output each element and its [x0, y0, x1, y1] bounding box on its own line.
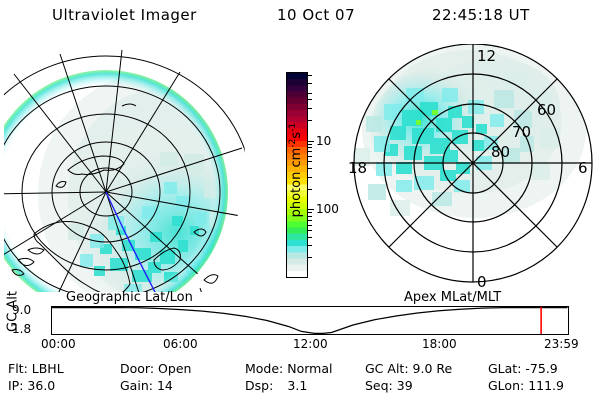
colorbar-minor-tick [308, 167, 312, 169]
colorbar-minor-tick [308, 119, 312, 121]
geographic-graticule [4, 49, 246, 292]
colorbar-minor-tick [308, 257, 312, 259]
seq-label: Seq: [365, 378, 393, 393]
colorbar-tick-100 [308, 140, 314, 142]
observation-time: 22:45:18 UT [432, 6, 530, 24]
colorbar-minor-tick [308, 230, 312, 231]
mlt-mlat-labels: 12 18 6 0 60 70 80 [348, 47, 588, 291]
seq-value: 39 [396, 378, 413, 393]
gain-status: Gain: 14 [120, 379, 173, 393]
colorbar-minor-tick [308, 107, 312, 109]
geographic-image-panel [4, 44, 262, 292]
altitude-plot-box [51, 306, 569, 335]
colorbar-minor-tick [308, 161, 312, 163]
colorbar-gradient-box [286, 72, 308, 278]
colorbar-minor-tick [308, 82, 312, 84]
glon-value: 111.9 [528, 378, 564, 393]
glat-value: -75.9 [525, 361, 558, 376]
colorbar-minor-tick [308, 75, 312, 77]
antarctic-coastline [11, 103, 219, 292]
mlt-label-18: 18 [348, 159, 367, 177]
colorbar-minor-tick [308, 99, 312, 101]
cbar-title-sup1: -2 [287, 138, 298, 148]
altitude-ytick-top: 9.0 [12, 303, 32, 317]
dsp-value: 3.1 [287, 378, 308, 393]
mlat-label-60: 60 [537, 101, 556, 119]
cbar-title-mid: s [289, 131, 305, 139]
cbar-title-main: photon cm [289, 147, 305, 218]
filter-label: Flt: [8, 361, 28, 376]
colorbar-tick-10 [308, 209, 314, 211]
mlat-mlt-grid [353, 44, 593, 283]
colorbar-minor-tick [308, 92, 312, 94]
colorbar-minor-tick [308, 143, 312, 145]
mode-value: Normal [287, 361, 333, 376]
colorbar-minor-tick [308, 188, 312, 190]
magnetic-aurora-image: 12 18 6 0 60 70 80 [348, 44, 593, 291]
ip-value: 36.0 [27, 378, 56, 393]
gcalt-value: 9.0 Re [412, 361, 453, 376]
geographic-aurora-image [4, 49, 246, 292]
colorbar-minor-tick [308, 245, 312, 247]
door-status: Door: Open [120, 362, 191, 376]
altitude-trace-line [52, 308, 568, 334]
mode-status: Mode: Normal [245, 362, 333, 376]
solar-terminator-line [105, 191, 156, 292]
gcalt-label: GC Alt: [365, 361, 409, 376]
ip-label: IP: [8, 378, 24, 393]
mlat-label-70: 70 [512, 123, 531, 141]
gc-altitude-panel: Geographic Lat/Lon Apex MLat/MLT GC Alt … [0, 290, 600, 354]
magnetic-image-panel: 12 18 6 0 60 70 80 [344, 44, 596, 292]
instrument-title: Ultraviolet Imager [52, 6, 197, 24]
colorbar-minor-tick [308, 155, 312, 157]
glat-status: GLat: -75.9 [488, 362, 558, 376]
sunlit-limb [4, 70, 228, 292]
glat-label: GLat: [488, 361, 522, 376]
door-label: Door: [120, 361, 155, 376]
mode-label: Mode: [245, 361, 284, 376]
mlt-label-6: 6 [578, 159, 588, 177]
colorbar-minor-tick [308, 151, 312, 153]
magnetic-panel-caption: Apex MLat/MLT [404, 290, 502, 305]
mlt-label-0: 0 [477, 273, 487, 291]
header-bar: Ultraviolet Imager 10 Oct 07 22:45:18 UT [0, 6, 600, 32]
dsp-status: Dsp: 3.1 [245, 379, 307, 393]
colorbar: photon cm-2s-1 100 10 [268, 66, 344, 288]
dsp-label: Dsp: [245, 378, 274, 393]
glon-label: GLon: [488, 378, 525, 393]
seq-status: Seq: 39 [365, 379, 413, 393]
altitude-xtick-3: 18:00 [422, 337, 457, 351]
colorbar-tick-label-100: 10 [316, 133, 332, 148]
colorbar-minor-tick [308, 147, 312, 149]
altitude-timeseries [52, 307, 568, 334]
cbar-title-sup2: -1 [287, 122, 298, 132]
colorbar-tick-label-10: 100 [316, 202, 339, 217]
colorbar-minor-tick [308, 212, 312, 214]
colorbar-minor-tick [308, 224, 312, 226]
altitude-ytick-bottom: 1.8 [12, 322, 32, 336]
ip-status: IP: 36.0 [8, 379, 55, 393]
gain-label: Gain: [120, 378, 153, 393]
colorbar-minor-tick [308, 236, 312, 238]
observation-date: 10 Oct 07 [277, 6, 356, 24]
geographic-panel-caption: Geographic Lat/Lon [66, 290, 193, 305]
altitude-xtick-1: 06:00 [163, 337, 198, 351]
colorbar-minor-tick [308, 176, 312, 178]
gcalt-status: GC Alt: 9.0 Re [365, 362, 452, 376]
status-footer: Flt: LBHL IP: 36.0 Door: Open Gain: 14 M… [0, 362, 600, 400]
gain-value: 14 [156, 378, 173, 393]
altitude-xtick-4: 23:59 [544, 337, 579, 351]
colorbar-minor-tick [308, 219, 312, 221]
door-value: Open [158, 361, 192, 376]
mlt-label-12: 12 [477, 47, 496, 65]
colorbar-minor-tick [308, 215, 312, 217]
mlat-label-80: 80 [491, 143, 510, 161]
filter-status: Flt: LBHL [8, 362, 64, 376]
filter-value: LBHL [31, 361, 64, 376]
altitude-xtick-0: 00:00 [41, 337, 76, 351]
colorbar-gradient [287, 73, 307, 277]
glon-status: GLon: 111.9 [488, 379, 564, 393]
altitude-xtick-2: 12:00 [293, 337, 328, 351]
colorbar-axis-title: photon cm-2s-1 [288, 80, 304, 260]
